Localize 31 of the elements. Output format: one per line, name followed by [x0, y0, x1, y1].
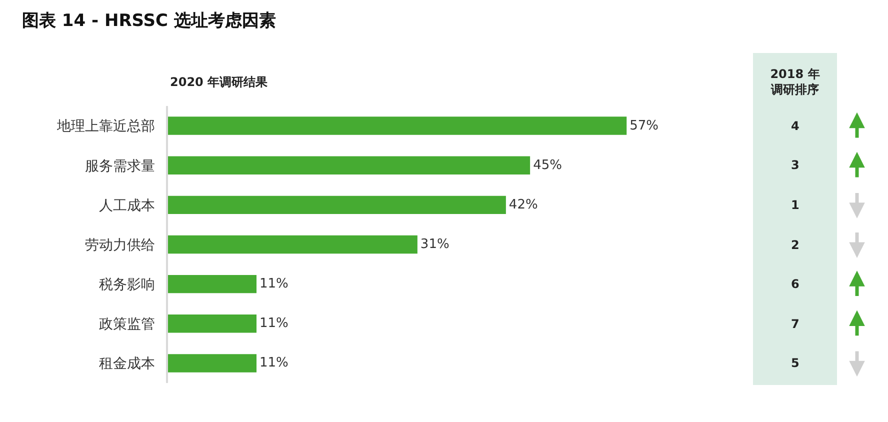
chart-subtitle: 2020 年调研结果 — [170, 75, 269, 89]
bar — [168, 196, 506, 214]
text: 1 — [791, 198, 800, 212]
y-tick-label: 人工成本 — [99, 198, 156, 214]
y-tick-label: 劳动力供给 — [85, 237, 156, 254]
text: 4 — [791, 119, 800, 133]
bar — [168, 156, 530, 174]
data-label: 11% — [260, 276, 288, 292]
text: 2 — [791, 238, 800, 252]
data-label: 31% — [420, 237, 450, 252]
data-label: 11% — [260, 316, 288, 332]
y-tick-label: 税务影响 — [99, 276, 156, 293]
text: 3 — [791, 158, 800, 172]
y-tick-label: 服务需求量 — [85, 158, 156, 174]
bar — [168, 235, 418, 254]
data-label: 11% — [260, 356, 288, 371]
bar — [168, 274, 257, 294]
data-label: 42% — [508, 197, 538, 212]
y-tick-label: 地理上靠近总部 — [56, 118, 156, 135]
text: 6 — [791, 277, 800, 291]
y-tick-label: 政策监管 — [99, 316, 156, 333]
bar — [168, 354, 257, 372]
bar — [168, 116, 627, 135]
data-label: 57% — [630, 118, 659, 134]
bar — [168, 314, 257, 333]
text: 2018 年调研排序 — [770, 67, 820, 97]
text: 5 — [791, 356, 800, 370]
y-tick-label: 租金成本 — [99, 356, 156, 372]
chart-title: 图表 14 - HRSSC 选址考虑因素 — [22, 10, 276, 31]
data-label: 45% — [533, 158, 562, 173]
text: 7 — [791, 317, 800, 331]
